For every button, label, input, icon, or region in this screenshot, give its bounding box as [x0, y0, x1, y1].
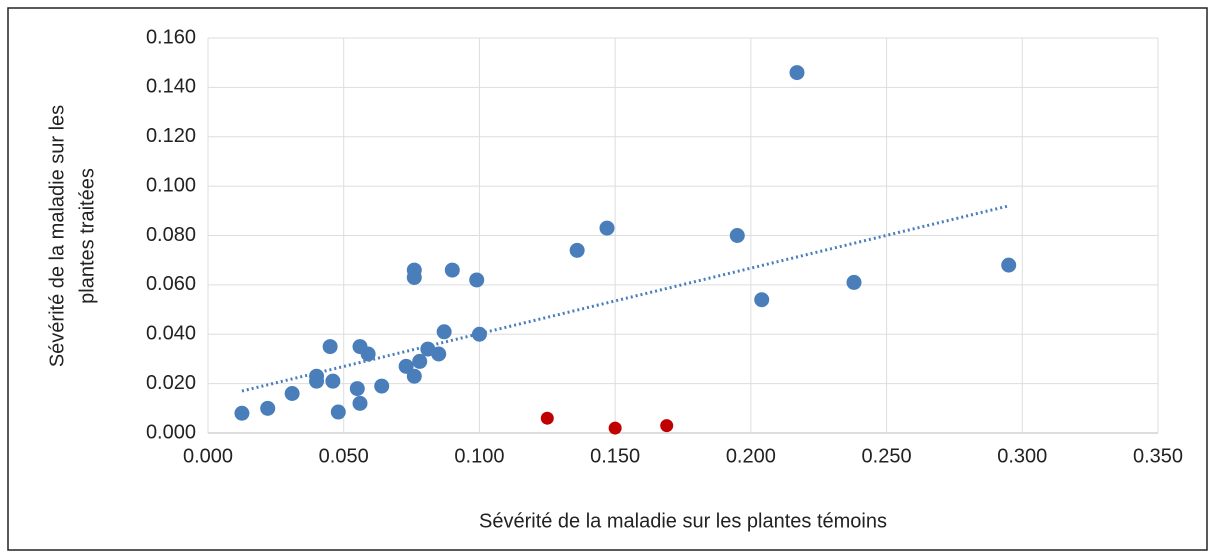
point [412, 353, 428, 369]
x-tick-label: 0.200 [726, 445, 776, 467]
point [608, 421, 622, 435]
point [660, 419, 674, 433]
point [309, 373, 325, 389]
point [789, 65, 805, 81]
point [406, 368, 422, 384]
y-axis-label: Sévérité de la maladie sur les [46, 105, 68, 367]
x-tick-label: 0.300 [997, 445, 1047, 467]
point [349, 381, 365, 397]
point [436, 324, 452, 340]
x-tick-label: 0.150 [590, 445, 640, 467]
point [322, 339, 338, 355]
point [284, 386, 300, 401]
y-tick-label: 0.060 [146, 273, 196, 295]
point [325, 373, 341, 389]
point [754, 292, 770, 308]
point [729, 228, 745, 243]
point [540, 411, 554, 425]
point [260, 400, 276, 416]
point [846, 274, 862, 290]
point [471, 326, 487, 342]
point [374, 378, 390, 394]
point [360, 346, 376, 362]
point [234, 405, 250, 421]
y-tick-label: 0.020 [146, 372, 196, 394]
point [431, 346, 447, 362]
point [1001, 257, 1017, 273]
x-tick-label: 0.000 [183, 445, 233, 467]
point [330, 404, 346, 420]
point [599, 220, 615, 236]
y-tick-label: 0.100 [146, 174, 196, 196]
x-tick-label: 0.050 [319, 445, 369, 467]
y-tick-label: 0.120 [146, 125, 196, 147]
y-tick-label: 0.160 [146, 26, 196, 48]
x-tick-label: 0.350 [1133, 445, 1183, 467]
y-tick-label: 0.080 [146, 224, 196, 246]
point [406, 269, 422, 285]
point [352, 395, 368, 411]
x-axis-label: Sévérité de la maladie sur les plantes t… [479, 510, 887, 532]
x-tick-label: 0.250 [862, 445, 912, 467]
y-axis-label: plantes traitées [76, 168, 98, 304]
y-tick-label: 0.140 [146, 76, 196, 98]
y-tick-label: 0.000 [146, 421, 196, 443]
point [444, 262, 460, 278]
point [569, 242, 585, 258]
point [398, 358, 414, 374]
y-tick-label: 0.040 [146, 323, 196, 345]
point [469, 272, 485, 288]
x-tick-label: 0.100 [454, 445, 504, 467]
